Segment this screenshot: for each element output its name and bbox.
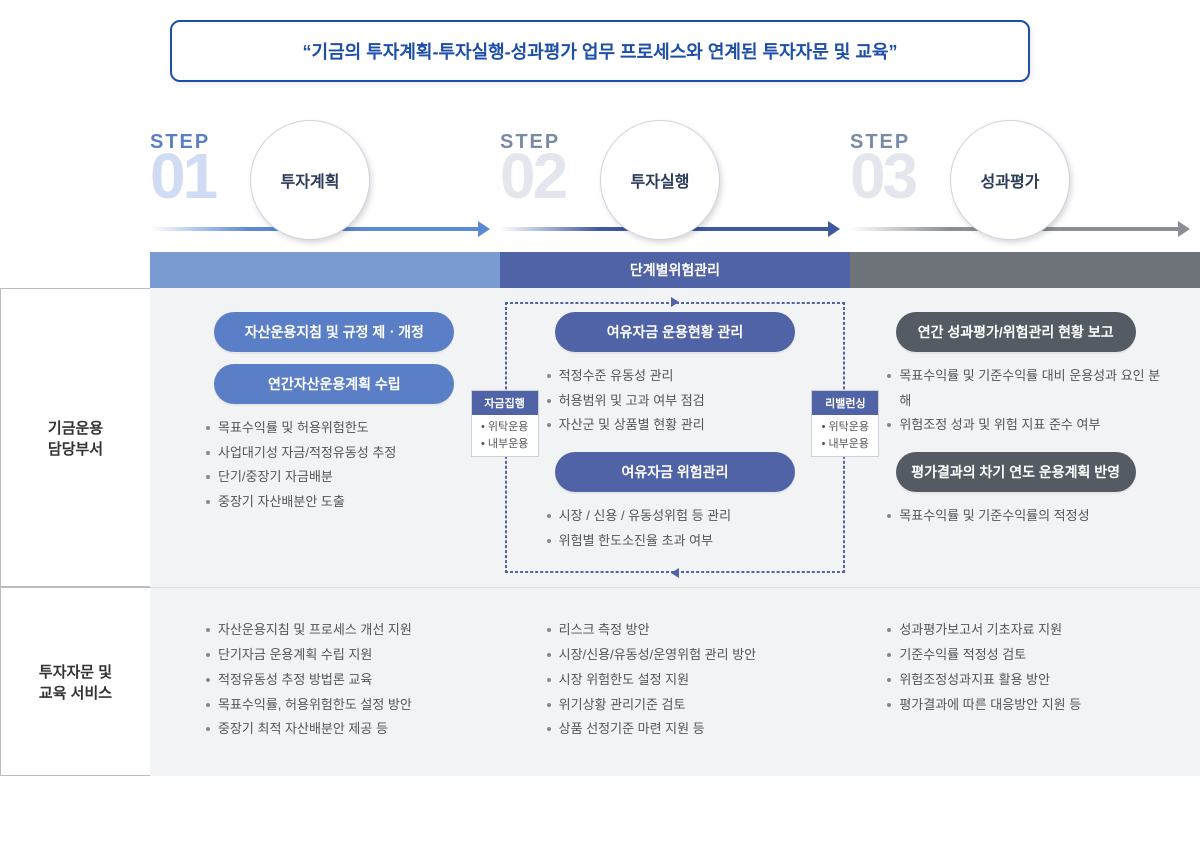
- row2-body: 자산운용지침 및 프로세스 개선 지원 단기자금 운용계획 수립 지원 적정유동…: [150, 587, 1200, 775]
- row1-step3-bullets2: 목표수익률 및 기준수익률의 적정성: [887, 504, 1172, 529]
- row2-step1-bullets: 자산운용지침 및 프로세스 개선 지원 단기자금 운용계획 수립 지원 적정유동…: [206, 618, 491, 741]
- diagram-root: “기금의 투자계획-투자실행-성과평가 업무 프로세스와 연계된 투자자문 및 …: [0, 0, 1200, 776]
- sidebox-line: 위탁운용: [829, 421, 869, 433]
- sidebox-execute: 자금집행 • 위탁운용 • 내부운용: [471, 390, 539, 457]
- row2-step3-bullets: 성과평가보고서 기초자료 지원 기준수익률 적정성 검토 위험조정성과지표 활용…: [887, 618, 1172, 717]
- list-item: 목표수익률, 허용위험한도 설정 방안: [206, 693, 491, 718]
- main-grid: 기금운용 담당부서 자산운용지침 및 규정 제ㆍ개정 연간자산운용계획 수립 목…: [0, 288, 1200, 776]
- step-1-num: 01: [150, 140, 215, 212]
- row2-step3: 성과평가보고서 기초자료 지원 기준수익률 적정성 검토 위험조정성과지표 활용…: [845, 612, 1186, 755]
- list-item: 단기/중장기 자금배분: [206, 465, 491, 490]
- sidebox-line: 위탁운용: [488, 421, 528, 433]
- list-item: 사업대기성 자금/적정유동성 추정: [206, 441, 491, 466]
- row1-step2: 여유자금 운용현황 관리 적정수준 유동성 관리 허용범위 및 고과 여부 점검…: [505, 312, 846, 567]
- row1-body: 자산운용지침 및 규정 제ㆍ개정 연간자산운용계획 수립 목표수익률 및 허용위…: [150, 288, 1200, 587]
- header-quote: “기금의 투자계획-투자실행-성과평가 업무 프로세스와 연계된 투자자문 및 …: [170, 20, 1030, 82]
- list-item: 위험조정성과지표 활용 방안: [887, 668, 1172, 693]
- step-3: STEP 03 성과평가: [850, 112, 1200, 252]
- sidebox-line: 내부운용: [829, 438, 869, 450]
- step-1-circle: 투자계획: [250, 120, 370, 240]
- list-item: 리스크 측정 방안: [547, 618, 832, 643]
- pill-surplus-risk: 여유자금 위험관리: [555, 452, 795, 492]
- list-item: 단기자금 운용계획 수립 지원: [206, 643, 491, 668]
- sidebox-rebalance-head: 리밸런싱: [812, 391, 878, 415]
- pill-nextyear-plan: 평가결과의 차기 연도 운용계획 반영: [896, 452, 1136, 492]
- step-2-number: STEP 02: [500, 132, 565, 208]
- sidebox-execute-head: 자금집행: [472, 391, 538, 415]
- step-2-circle: 투자실행: [600, 120, 720, 240]
- row2-step1: 자산운용지침 및 프로세스 개선 지원 단기자금 운용계획 수립 지원 적정유동…: [164, 612, 505, 755]
- list-item: 적정유동성 추정 방법론 교육: [206, 668, 491, 693]
- step-3-number: STEP 03: [850, 132, 915, 208]
- step-2-num: 02: [500, 140, 565, 212]
- sidebox-line: 내부운용: [488, 438, 528, 450]
- risk-bar-seg2: 단계별위험관리: [500, 252, 850, 288]
- list-item: 적정수준 유동성 관리: [547, 364, 832, 389]
- list-item: 시장/신용/유동성/운영위험 관리 방안: [547, 643, 832, 668]
- pill-asset-guideline: 자산운용지침 및 규정 제ㆍ개정: [214, 312, 454, 352]
- row2-step2: 리스크 측정 방안 시장/신용/유동성/운영위험 관리 방안 시장 위험한도 설…: [505, 612, 846, 755]
- row2-label: 투자자문 및 교육 서비스: [0, 587, 150, 775]
- list-item: 자산군 및 상품별 현황 관리: [547, 413, 832, 438]
- list-item: 허용범위 및 고과 여부 점검: [547, 389, 832, 414]
- step-2: STEP 02 투자실행: [500, 112, 850, 252]
- step-3-circle: 성과평가: [950, 120, 1070, 240]
- risk-bar: 단계별위험관리: [150, 252, 1200, 288]
- row1-step2-bullets1: 적정수준 유동성 관리 허용범위 및 고과 여부 점검 자산군 및 상품별 현황…: [547, 364, 832, 438]
- list-item: 중장기 자산배분안 도출: [206, 490, 491, 515]
- row1-step1: 자산운용지침 및 규정 제ㆍ개정 연간자산운용계획 수립 목표수익률 및 허용위…: [164, 312, 505, 567]
- step-1-number: STEP 01: [150, 132, 215, 208]
- list-item: 시장 위험한도 설정 지원: [547, 668, 832, 693]
- list-item: 중장기 최적 자산배분안 제공 등: [206, 717, 491, 742]
- list-item: 자산운용지침 및 프로세스 개선 지원: [206, 618, 491, 643]
- pill-annual-plan: 연간자산운용계획 수립: [214, 364, 454, 404]
- steps-row: STEP 01 투자계획 STEP 02 투자실행 STEP 03 성과평가: [150, 112, 1200, 252]
- step-3-num: 03: [850, 140, 915, 212]
- step-1: STEP 01 투자계획: [150, 112, 500, 252]
- row1-step2-bullets2: 시장 / 신용 / 유동성위험 등 관리 위험별 한도소진율 초과 여부: [547, 504, 832, 553]
- list-item: 시장 / 신용 / 유동성위험 등 관리: [547, 504, 832, 529]
- list-item: 상품 선정기준 마련 지원 등: [547, 717, 832, 742]
- row2-step2-bullets: 리스크 측정 방안 시장/신용/유동성/운영위험 관리 방안 시장 위험한도 설…: [547, 618, 832, 741]
- row1-step3-bullets1: 목표수익률 및 기준수익률 대비 운용성과 요인 분해 위험조정 성과 및 위험…: [887, 364, 1172, 438]
- loop-arrow-top: [671, 297, 679, 307]
- list-item: 위험별 한도소진율 초과 여부: [547, 529, 832, 554]
- row1-step3: 연간 성과평가/위험관리 현황 보고 목표수익률 및 기준수익률 대비 운용성과…: [845, 312, 1186, 567]
- list-item: 성과평가보고서 기초자료 지원: [887, 618, 1172, 643]
- row1-step1-bullets: 목표수익률 및 허용위험한도 사업대기성 자금/적정유동성 추정 단기/중장기 …: [206, 416, 491, 515]
- pill-surplus-status: 여유자금 운용현황 관리: [555, 312, 795, 352]
- risk-bar-seg3: [850, 252, 1200, 288]
- list-item: 목표수익률 및 허용위험한도: [206, 416, 491, 441]
- row1-label: 기금운용 담당부서: [0, 288, 150, 587]
- pill-annual-eval: 연간 성과평가/위험관리 현황 보고: [896, 312, 1136, 352]
- list-item: 위기상황 관리기준 검토: [547, 693, 832, 718]
- list-item: 목표수익률 및 기준수익률의 적정성: [887, 504, 1172, 529]
- list-item: 평가결과에 따른 대응방안 지원 등: [887, 693, 1172, 718]
- sidebox-rebalance: 리밸런싱 • 위탁운용 • 내부운용: [811, 390, 879, 457]
- risk-bar-seg1: [150, 252, 500, 288]
- list-item: 목표수익률 및 기준수익률 대비 운용성과 요인 분해: [887, 364, 1172, 413]
- list-item: 기준수익률 적정성 검토: [887, 643, 1172, 668]
- loop-arrow-bottom: [671, 568, 679, 578]
- list-item: 위험조정 성과 및 위험 지표 준수 여부: [887, 413, 1172, 438]
- sidebox-execute-body: • 위탁운용 • 내부운용: [472, 415, 538, 456]
- sidebox-rebalance-body: • 위탁운용 • 내부운용: [812, 415, 878, 456]
